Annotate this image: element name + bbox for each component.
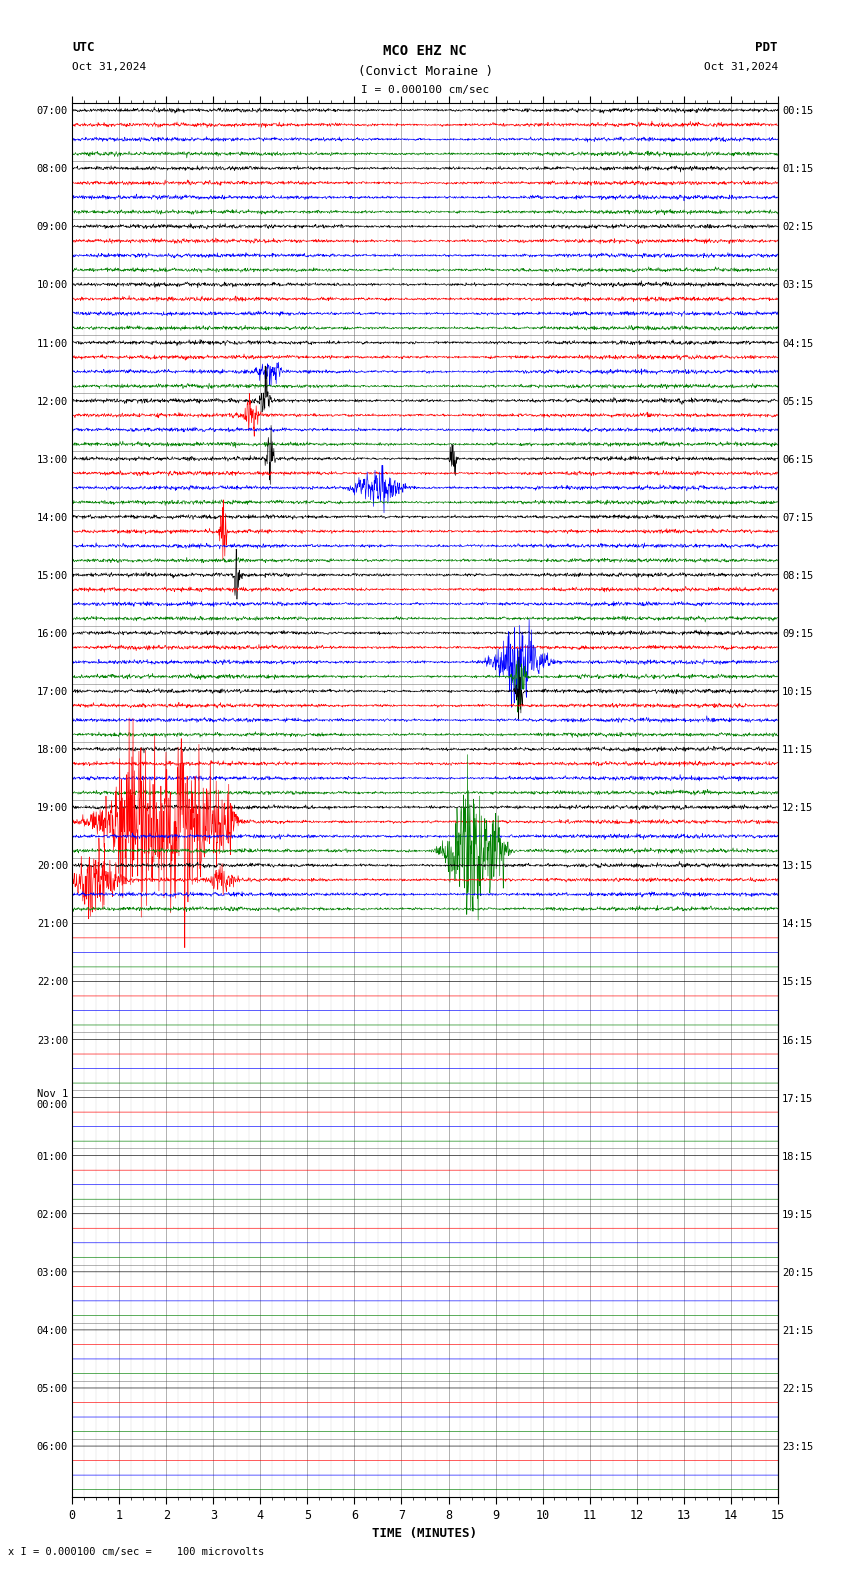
Text: Oct 31,2024: Oct 31,2024 bbox=[704, 62, 778, 71]
Text: (Convict Moraine ): (Convict Moraine ) bbox=[358, 65, 492, 78]
Text: PDT: PDT bbox=[756, 41, 778, 54]
Text: x I = 0.000100 cm/sec =    100 microvolts: x I = 0.000100 cm/sec = 100 microvolts bbox=[8, 1548, 264, 1557]
Text: I = 0.000100 cm/sec: I = 0.000100 cm/sec bbox=[361, 86, 489, 95]
Text: MCO EHZ NC: MCO EHZ NC bbox=[383, 44, 467, 59]
Text: Oct 31,2024: Oct 31,2024 bbox=[72, 62, 146, 71]
X-axis label: TIME (MINUTES): TIME (MINUTES) bbox=[372, 1527, 478, 1540]
Text: UTC: UTC bbox=[72, 41, 94, 54]
